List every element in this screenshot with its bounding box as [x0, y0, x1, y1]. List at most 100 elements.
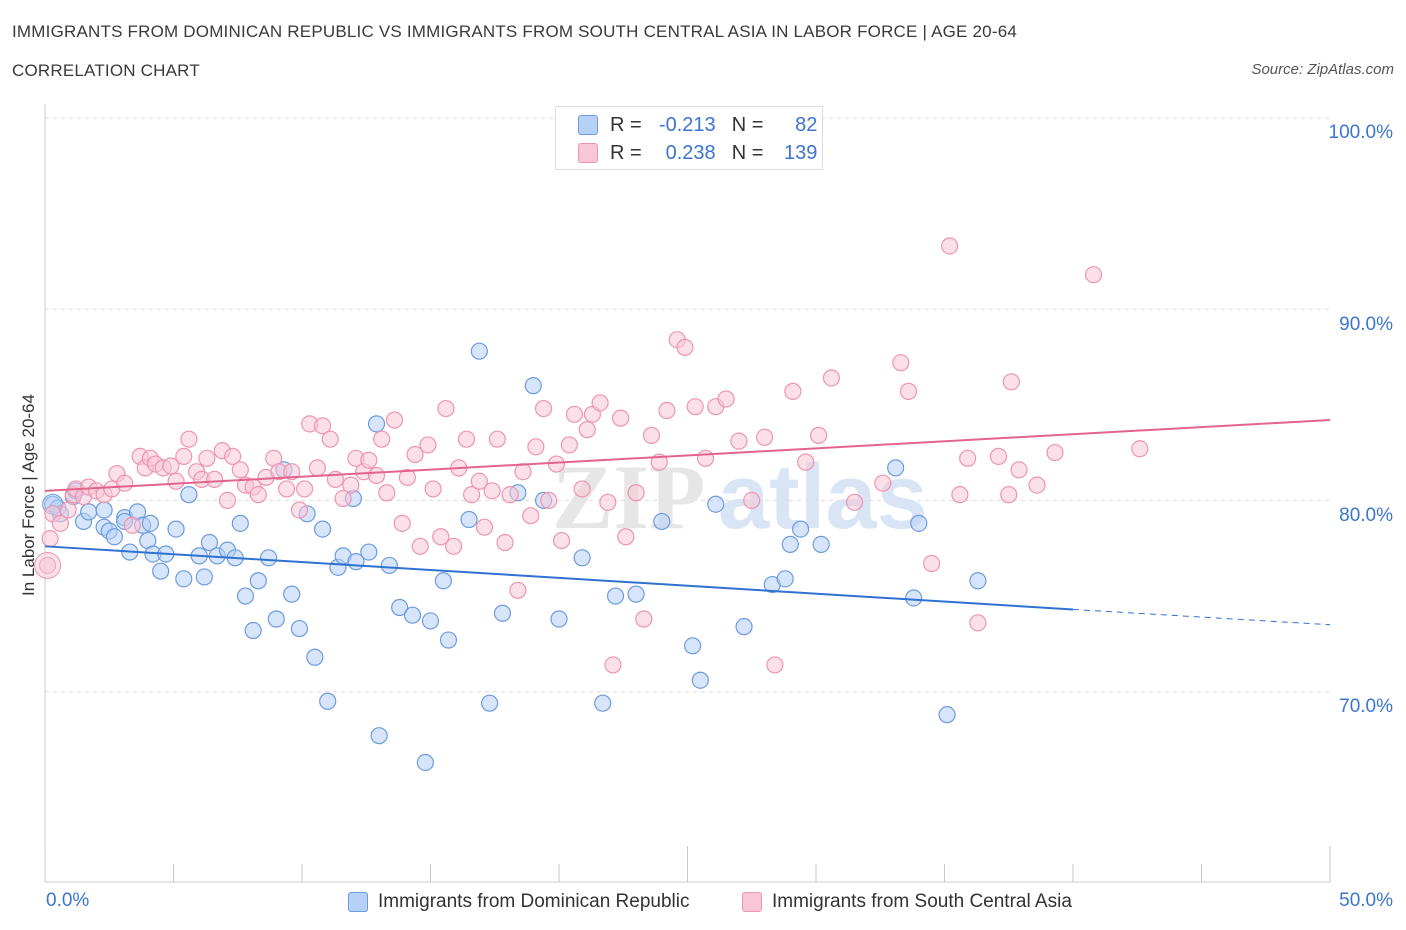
south-central-asia-point — [755, 428, 774, 446]
south-central-asia-point — [470, 472, 488, 490]
south-central-asia-point — [41, 530, 59, 548]
south-central-asia-point — [290, 501, 309, 519]
dominican-republic-point — [403, 606, 422, 624]
dominican-republic-point — [421, 612, 440, 630]
south-central-asia-point — [565, 405, 584, 423]
south-central-asia-point — [378, 484, 396, 502]
dominican-republic-point — [594, 694, 612, 712]
dominican-republic-point — [910, 514, 928, 532]
south-central-asia-point — [295, 480, 314, 498]
south-central-asia-point — [1028, 476, 1046, 494]
trend-line-dominican-republic — [44, 545, 1074, 611]
south-central-asia-point — [547, 455, 566, 473]
dominican-republic-point — [550, 610, 568, 628]
south-central-asia-point — [892, 354, 910, 372]
south-central-asia-point — [51, 514, 70, 532]
blue-swatch — [578, 115, 598, 135]
legend-item-south-central-asia[interactable]: Immigrants from South Central Asia — [742, 888, 1072, 916]
dominican-republic-point — [259, 549, 278, 567]
dominican-republic-point — [360, 543, 378, 561]
trend-lines — [44, 419, 1331, 626]
dominican-republic-point — [434, 572, 452, 590]
south-central-asia-point — [385, 411, 404, 429]
south-central-asia-point — [766, 656, 784, 674]
south-central-asia-point — [552, 531, 571, 550]
south-central-asia-point — [923, 554, 941, 573]
south-central-asia-point — [845, 493, 864, 511]
south-central-asia-point — [419, 436, 437, 454]
south-central-asia-point — [483, 482, 501, 500]
south-central-asia-point — [206, 470, 224, 488]
south-central-asia-point — [797, 453, 815, 471]
dominican-republic-point — [684, 637, 702, 655]
south-central-asia-point — [198, 449, 216, 467]
south-central-asia-point — [313, 417, 332, 435]
y-tick-label-90: 90.0% — [1339, 314, 1393, 335]
stats-legend-row-blue: R = -0.213 N = 82 — [578, 111, 817, 139]
south-central-asia-point — [393, 514, 411, 532]
south-central-asia-point — [437, 399, 455, 418]
x-tick-label-max: 50.0% — [1339, 890, 1393, 911]
trend-line-dominican-republic-extension — [1072, 608, 1331, 626]
legend-swatch-pink — [742, 892, 762, 912]
south-central-asia-point — [398, 468, 416, 487]
y-tick-label-100: 100.0% — [1328, 122, 1393, 143]
dominican-republic-point — [781, 535, 799, 553]
dominican-republic-point — [524, 377, 542, 395]
south-central-asia-point — [1002, 373, 1020, 391]
south-central-asia-point — [635, 610, 653, 628]
south-central-asia-point — [730, 432, 748, 450]
south-central-asia-point — [959, 449, 977, 467]
south-central-asia-point — [951, 486, 969, 504]
dominican-republic-point — [244, 621, 262, 640]
south-central-asia-point — [540, 491, 558, 509]
series-dominican-republic-points — [42, 342, 987, 772]
south-central-asia-point — [283, 463, 301, 481]
south-central-asia-point — [522, 507, 540, 525]
south-central-asia-point — [34, 551, 62, 579]
south-central-asia-point — [180, 430, 198, 448]
dominican-republic-point — [141, 514, 159, 532]
legend-item-dominican-republic[interactable]: Immigrants from Dominican Republic — [348, 888, 690, 916]
series-south-central-asia-points — [34, 111, 1149, 674]
chart-subtitle: CORRELATION CHART — [12, 61, 200, 80]
south-central-asia-point — [406, 445, 424, 464]
south-central-asia-point — [445, 537, 463, 555]
dominican-republic-point — [370, 727, 388, 745]
south-central-asia-point — [604, 656, 622, 674]
south-central-asia-point — [696, 449, 715, 467]
south-central-asia-point — [224, 447, 242, 466]
r-value-pink: 0.238 — [665, 141, 716, 164]
dominican-republic-point — [180, 486, 198, 504]
south-central-asia-point — [116, 474, 134, 492]
dominican-republic-point — [80, 503, 98, 521]
r-label: R = — [610, 113, 642, 136]
dominican-republic-point — [812, 535, 830, 553]
south-central-asia-point — [501, 486, 519, 504]
dominican-republic-point — [391, 598, 409, 617]
south-central-asia-point — [308, 459, 327, 477]
south-central-asia-point — [463, 486, 481, 504]
south-central-asia-point — [496, 533, 514, 552]
dominican-republic-point — [175, 570, 193, 588]
south-central-asia-point — [658, 401, 676, 420]
south-central-asia-point — [612, 409, 630, 427]
south-central-asia-point — [1046, 443, 1064, 462]
south-central-asia-point — [822, 369, 841, 387]
dominican-republic-point — [481, 694, 499, 712]
south-central-asia-point — [123, 516, 141, 534]
south-central-asia-point — [578, 421, 596, 439]
south-central-asia-point — [360, 451, 378, 469]
n-label: N = — [731, 113, 764, 136]
south-central-asia-point — [249, 486, 267, 504]
y-tick-label-80: 80.0% — [1339, 505, 1393, 526]
south-central-asia-point — [475, 518, 494, 536]
south-central-asia-point — [218, 491, 237, 509]
south-central-asia-point — [488, 430, 506, 448]
south-central-asia-point — [527, 438, 545, 456]
dominican-republic-point — [200, 533, 219, 552]
dominican-republic-point — [969, 572, 987, 590]
dominican-republic-point — [231, 514, 249, 532]
south-central-asia-point — [367, 466, 386, 485]
south-central-asia-point — [969, 614, 987, 632]
